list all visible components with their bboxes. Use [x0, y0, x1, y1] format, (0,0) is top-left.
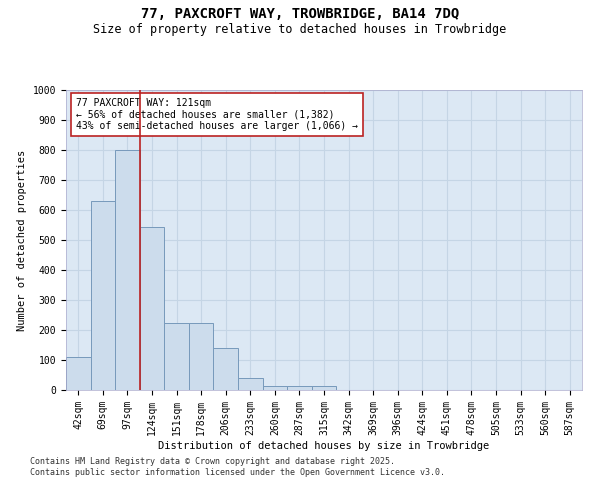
Bar	[238, 378, 263, 390]
Bar	[164, 322, 189, 390]
Bar	[140, 226, 164, 390]
Bar	[287, 386, 312, 390]
Bar	[189, 322, 214, 390]
Bar	[263, 386, 287, 390]
Bar	[66, 357, 91, 390]
Bar	[91, 201, 115, 390]
Bar	[312, 386, 336, 390]
Text: 77, PAXCROFT WAY, TROWBRIDGE, BA14 7DQ: 77, PAXCROFT WAY, TROWBRIDGE, BA14 7DQ	[141, 8, 459, 22]
Text: Contains HM Land Registry data © Crown copyright and database right 2025.
Contai: Contains HM Land Registry data © Crown c…	[30, 458, 445, 477]
Text: Size of property relative to detached houses in Trowbridge: Size of property relative to detached ho…	[94, 22, 506, 36]
Text: 77 PAXCROFT WAY: 121sqm
← 56% of detached houses are smaller (1,382)
43% of semi: 77 PAXCROFT WAY: 121sqm ← 56% of detache…	[76, 98, 358, 130]
Bar	[214, 348, 238, 390]
Bar	[115, 150, 140, 390]
X-axis label: Distribution of detached houses by size in Trowbridge: Distribution of detached houses by size …	[158, 440, 490, 450]
Y-axis label: Number of detached properties: Number of detached properties	[17, 150, 27, 330]
